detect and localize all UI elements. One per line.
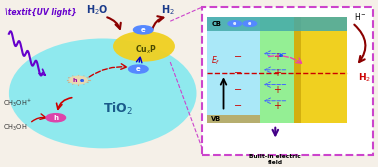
Text: e: e <box>80 77 84 82</box>
Text: h: h <box>72 77 77 82</box>
Text: −: − <box>234 85 243 95</box>
Bar <box>207 17 347 31</box>
Text: H$^-$: H$^-$ <box>354 11 367 22</box>
Text: e: e <box>136 66 141 72</box>
Circle shape <box>133 26 153 34</box>
Text: CH$_3$OH: CH$_3$OH <box>3 123 28 133</box>
Bar <box>260 17 294 123</box>
Text: Cu$_x$P: Cu$_x$P <box>135 43 157 56</box>
Bar <box>207 17 260 123</box>
Bar <box>294 17 301 123</box>
Circle shape <box>243 21 257 26</box>
Text: VB: VB <box>211 116 221 122</box>
Text: +: + <box>273 52 281 62</box>
Text: Built-in electric
field: Built-in electric field <box>249 154 301 165</box>
Text: H$_2$: H$_2$ <box>358 72 371 84</box>
Text: +: + <box>273 85 281 95</box>
Text: CB: CB <box>211 21 221 27</box>
Ellipse shape <box>113 31 175 62</box>
Text: −: − <box>234 68 243 78</box>
Text: H$_2$: H$_2$ <box>161 3 175 17</box>
Text: CH$_3$OH$^+$: CH$_3$OH$^+$ <box>3 97 33 109</box>
Circle shape <box>69 76 87 84</box>
Text: e: e <box>248 21 251 26</box>
Text: e: e <box>141 27 146 33</box>
FancyBboxPatch shape <box>202 7 373 155</box>
Text: e: e <box>233 21 237 26</box>
Text: TiO$_2$: TiO$_2$ <box>102 101 133 117</box>
Text: −: − <box>234 101 243 111</box>
Circle shape <box>46 114 65 122</box>
Text: e: e <box>279 53 283 58</box>
Text: −: − <box>234 52 243 62</box>
Circle shape <box>129 65 148 73</box>
Text: $E_f$: $E_f$ <box>211 54 220 67</box>
Text: +: + <box>273 101 281 111</box>
Ellipse shape <box>9 38 197 148</box>
Text: \textit{UV light}: \textit{UV light} <box>5 8 77 17</box>
Circle shape <box>228 21 242 26</box>
Bar <box>207 115 260 123</box>
Text: H$_2$O: H$_2$O <box>86 3 108 17</box>
Text: h: h <box>53 115 58 121</box>
Text: +: + <box>273 68 281 78</box>
Bar <box>294 17 347 123</box>
